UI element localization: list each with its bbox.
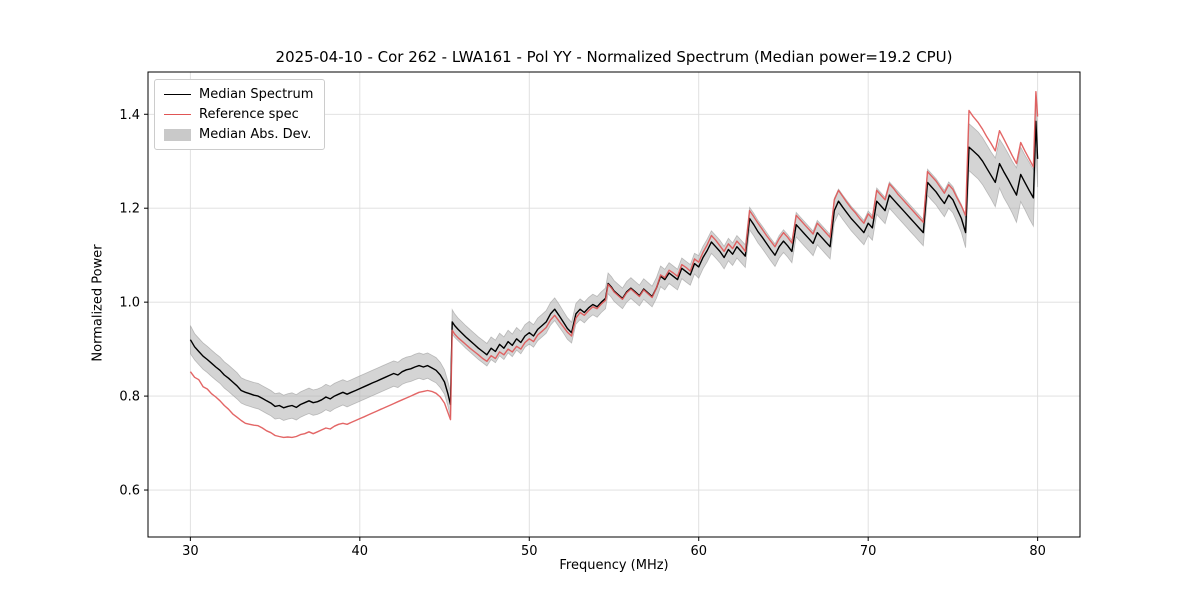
legend-label-mad: Median Abs. Dev. bbox=[199, 127, 312, 142]
x-tick-label: 80 bbox=[1029, 544, 1046, 559]
legend-entry-reference: Reference spec bbox=[164, 107, 313, 122]
y-axis-label: Normalized Power bbox=[90, 244, 106, 362]
x-tick-label: 50 bbox=[521, 544, 538, 559]
axes-frame bbox=[147, 71, 1081, 538]
mad-patch-swatch-icon bbox=[164, 128, 191, 141]
y-tick-label: 0.6 bbox=[119, 484, 140, 499]
legend-entry-mad: Median Abs. Dev. bbox=[164, 127, 313, 142]
x-tick-label: 30 bbox=[182, 544, 199, 559]
mad-band bbox=[190, 93, 1038, 421]
legend-entry-median: Median Spectrum bbox=[164, 87, 313, 102]
y-tick-label: 0.8 bbox=[119, 390, 140, 405]
legend-label-median: Median Spectrum bbox=[199, 87, 314, 102]
chart-title: 2025-04-10 - Cor 262 - LWA161 - Pol YY -… bbox=[275, 48, 953, 66]
x-axis-label: Frequency (MHz) bbox=[559, 558, 669, 573]
x-tick-label: 70 bbox=[860, 544, 877, 559]
legend-label-reference: Reference spec bbox=[199, 107, 299, 122]
y-tick-label: 1.0 bbox=[119, 296, 140, 311]
reference-spec-line bbox=[189, 91, 1039, 439]
x-tick-label: 60 bbox=[690, 544, 707, 559]
median-line-swatch-icon bbox=[164, 94, 191, 95]
y-tick-label: 1.2 bbox=[119, 202, 140, 217]
reference-line-swatch-icon bbox=[164, 114, 191, 115]
x-tick-label: 40 bbox=[352, 544, 369, 559]
median-spectrum-line bbox=[189, 120, 1039, 409]
y-tick-label: 1.4 bbox=[119, 108, 140, 123]
legend: Median Spectrum Reference spec Median Ab… bbox=[154, 79, 326, 150]
